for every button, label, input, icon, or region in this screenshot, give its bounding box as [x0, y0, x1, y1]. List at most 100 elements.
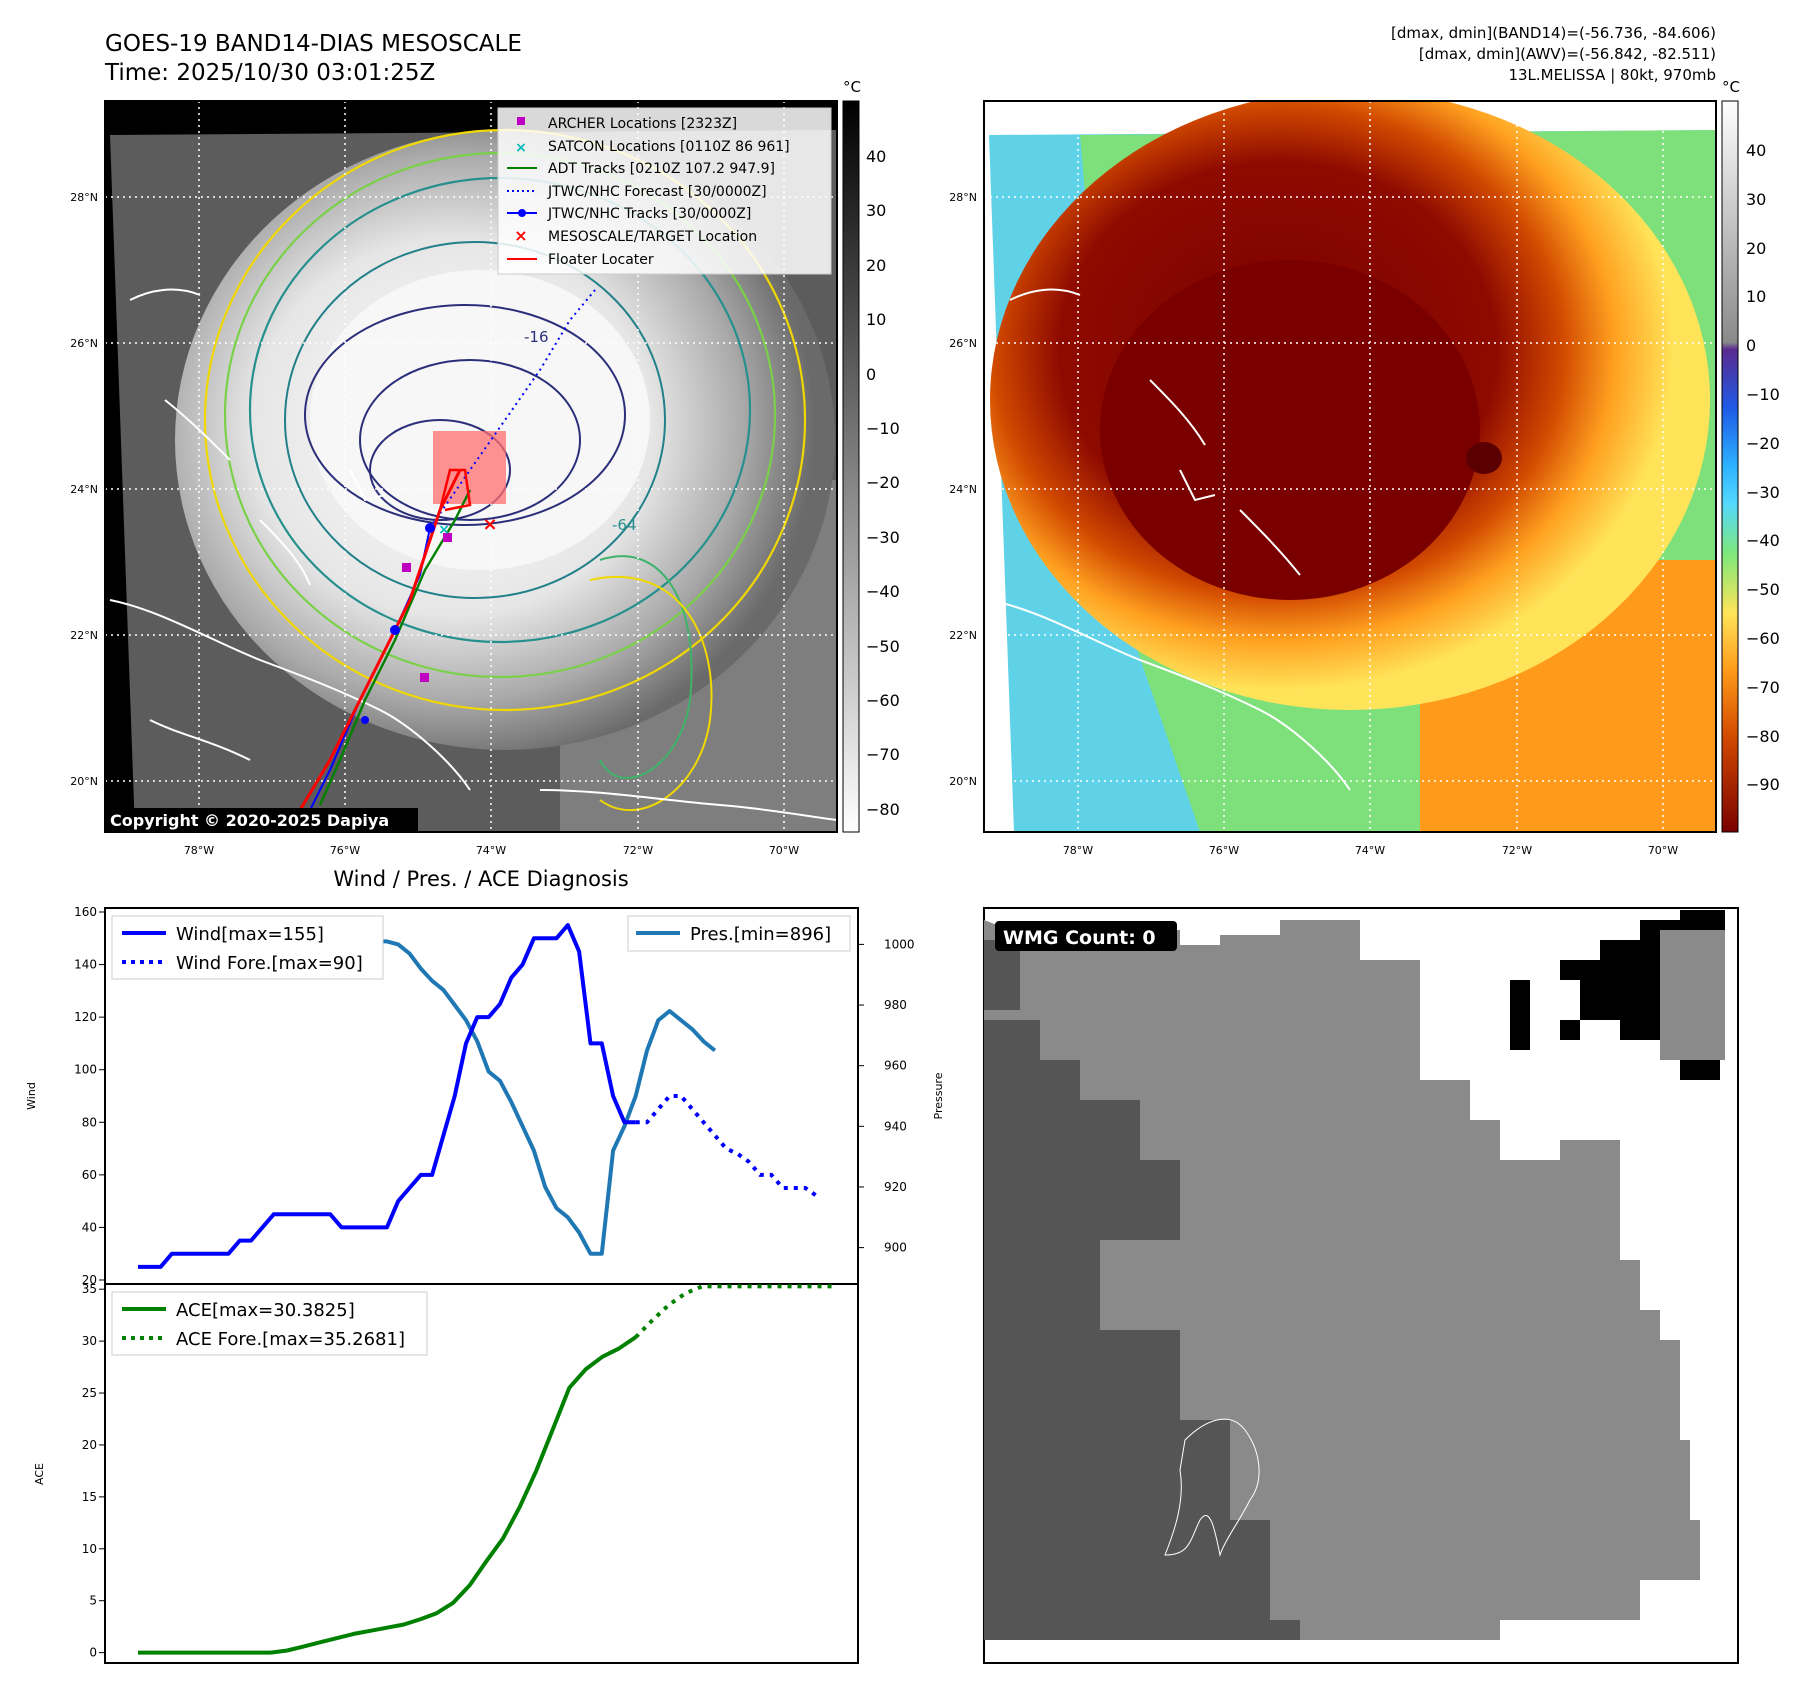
copyright-bg: [105, 808, 418, 833]
legend-floater-label: Floater Locater: [548, 252, 654, 268]
legend-satcon-label: SATCON Locations [0110Z 86 961]: [548, 139, 790, 155]
wind-legend-right: Pres.[min=896]: [627, 915, 851, 952]
contour-label-16: -16: [524, 328, 549, 346]
ace-ytick-label: 25: [82, 1386, 97, 1400]
awv-lon-labels: 78°W 76°W 74°W 72°W 70°W: [1063, 844, 1678, 857]
wind-ytick-label: 160: [74, 905, 97, 919]
wind-ylabel: Wind: [25, 1082, 38, 1110]
pressure-ylabel: Pressure: [932, 1072, 945, 1119]
awv-colorbar-ticks: 40 30 20 10 0 −10 −20 −30 −40 −50 −60 −7…: [1746, 141, 1780, 794]
awv-coastline-bahamas: [1009, 288, 1301, 576]
figure-time: Time: 2025/10/30 03:01:25Z: [104, 60, 435, 86]
awv-cb-tick-20: 20: [1746, 239, 1766, 258]
stats-storm: 13L.MELISSA | 80kt, 970mb: [1508, 66, 1716, 84]
pressure-ytick-label: 1000: [884, 937, 915, 951]
legend-target-swatch: ×: [514, 226, 527, 245]
ir-cb-tick-m70: −70: [866, 745, 900, 764]
wind-ytick-label: 120: [74, 1010, 97, 1024]
awv-cb-tick-m70: −70: [1746, 678, 1780, 697]
ir-cb-tick-0: 0: [866, 365, 876, 384]
wmg-badge-text: WMG Count: 0: [1003, 927, 1156, 949]
legend-archer-label: ARCHER Locations [2323Z]: [548, 116, 737, 132]
wind-ytick-label: 40: [82, 1220, 97, 1234]
ace-ytick-label: 10: [82, 1542, 97, 1556]
ir-colorbar-unit: °C: [843, 78, 861, 96]
awv-lat-labels: 28°N 26°N 24°N 22°N 20°N: [949, 191, 977, 788]
ir-lat-20: 20°N: [70, 775, 98, 788]
coastline-hispaniola: [539, 789, 837, 821]
ir-lon-78: 78°W: [184, 844, 214, 857]
ace-ytick-label: 0: [89, 1646, 97, 1660]
satcon-marker: ×: [438, 522, 450, 538]
ir-lon-70: 70°W: [769, 844, 799, 857]
ir-cb-tick-m40: −40: [866, 582, 900, 601]
awv-lat-24: 24°N: [949, 483, 977, 496]
wind-ytick-label: 100: [74, 1063, 97, 1077]
ir-cb-tick-m30: −30: [866, 528, 900, 547]
ir-cb-tick-10: 10: [866, 310, 886, 329]
awv-cb-tick-0: 0: [1746, 336, 1756, 355]
diagnosis-title: Wind / Pres. / ACE Diagnosis: [333, 867, 628, 891]
contour-label-64: -64: [612, 516, 637, 534]
wmg-island-outline: [1164, 1418, 1260, 1557]
contour-green-south: [599, 555, 693, 779]
contour-yellow-south: [589, 575, 713, 812]
contour-teal-inner: [284, 241, 666, 599]
awv-cb-tick-m90: −90: [1746, 775, 1780, 794]
ir-lat-28: 28°N: [70, 191, 98, 204]
awv-lon-74: 74°W: [1355, 844, 1385, 857]
legend-jtwc-forecast-label: JTWC/NHC Forecast [30/0000Z]: [547, 184, 767, 200]
awv-lat-22: 22°N: [949, 629, 977, 642]
copyright-text: Copyright © 2020-2025 Dapiya: [110, 811, 389, 830]
legend-pres-label: Pres.[min=896]: [690, 924, 831, 945]
target-location-marker: ×: [482, 514, 497, 535]
ir-map-frame: [104, 100, 838, 833]
contour-navy-outer: [304, 304, 626, 526]
ir-lat-labels: 28°N 26°N 24°N 22°N 20°N: [70, 191, 98, 788]
awv-lon-72: 72°W: [1502, 844, 1532, 857]
awv-colorbar-unit: °C: [1722, 78, 1740, 96]
ir-lat-26: 26°N: [70, 337, 98, 350]
floater-locator-box-path: [438, 468, 472, 512]
archer-marker-2: [420, 673, 429, 682]
awv-lon-70: 70°W: [1648, 844, 1678, 857]
series-wind-line: [138, 923, 636, 1269]
contour-navy-core: [369, 419, 511, 521]
ir-lat-22: 22°N: [70, 629, 98, 642]
figure-title: GOES-19 BAND14-DIAS MESOSCALE: [105, 31, 522, 57]
adt-track: [318, 489, 472, 806]
ace-ytick-label: 5: [89, 1594, 97, 1608]
awv-cb-tick-m60: −60: [1746, 629, 1780, 648]
legend-target-label: MESOSCALE/TARGET Location: [548, 229, 757, 245]
awv-map-frame: [983, 100, 1717, 833]
pressure-ytick-label: 980: [884, 998, 907, 1012]
ir-legend-box: [497, 107, 832, 275]
awv-cb-tick-m80: −80: [1746, 727, 1780, 746]
archer-marker-3: [443, 533, 452, 542]
awv-lat-20: 20°N: [949, 775, 977, 788]
awv-cb-tick-m30: −30: [1746, 483, 1780, 502]
jtwc-forecast-track: [429, 289, 596, 529]
awv-coastline-cuba: [988, 599, 1351, 791]
legend-archer-swatch: [517, 117, 525, 125]
ace-ytick-label: 20: [82, 1438, 97, 1452]
archer-marker: [402, 563, 411, 572]
ir-cold-core: [310, 270, 650, 570]
awv-cb-tick-10: 10: [1746, 287, 1766, 306]
awv-eye: [1466, 442, 1502, 474]
awv-lon-78: 78°W: [1063, 844, 1093, 857]
awv-lat-26: 26°N: [949, 337, 977, 350]
wmg-badge-bg: [995, 921, 1177, 951]
awv-cb-tick-m50: −50: [1746, 580, 1780, 599]
ace-legend: ACE[max=30.3825] ACE Fore.[max=35.2681]: [111, 1291, 428, 1356]
legend-jtwc-track-dot: [518, 209, 526, 217]
ace-yticks: 35 30 25 20 15 10 5 0: [82, 1282, 105, 1660]
ir-cb-tick-m10: −10: [866, 419, 900, 438]
awv-gridlines: [984, 101, 1716, 832]
wmg-panel: WMG Count: 0: [983, 907, 1739, 1664]
pressure-ytick-label: 920: [884, 1180, 907, 1194]
wmg-dark-west-strip: [984, 940, 1020, 1010]
ir-cb-tick-m50: −50: [866, 637, 900, 656]
pressure-ytick-label: 960: [884, 1059, 907, 1073]
